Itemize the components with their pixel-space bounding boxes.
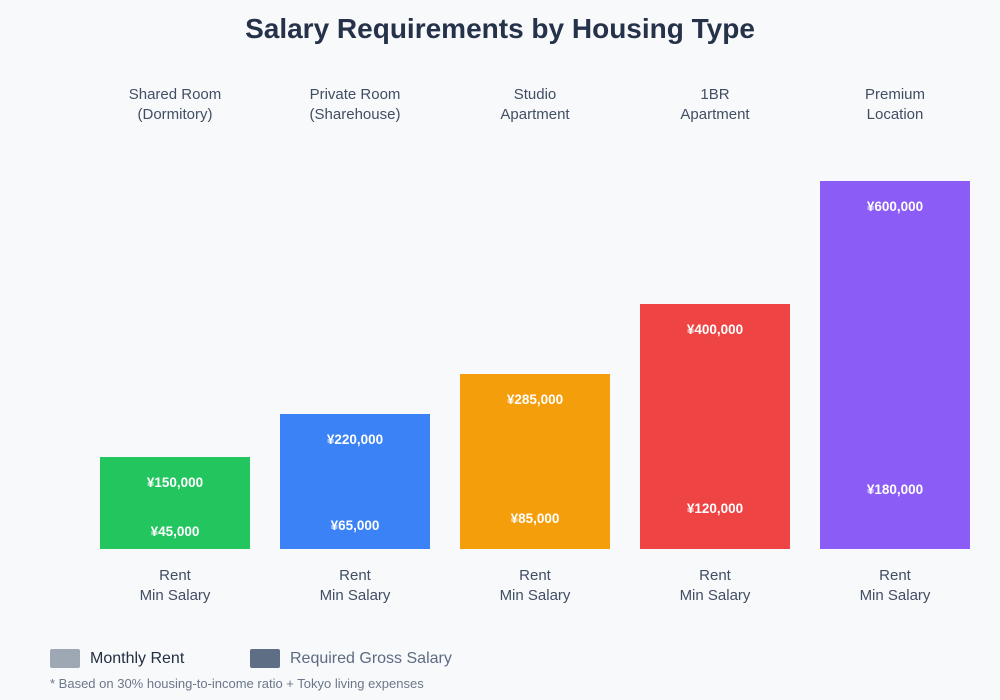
bar-footer-rent: Rent [339, 567, 371, 584]
bar-salary-label: ¥600,000 [866, 199, 924, 214]
bar-footer-rent: Rent [519, 567, 551, 584]
bar-rent-label: ¥85,000 [510, 511, 560, 527]
stacked-bar: ¥285,000 ¥85,000 [460, 374, 610, 549]
bar-footer-label: Rent Min Salary [810, 566, 980, 606]
legend-label-monthly-rent: Monthly Rent [90, 649, 185, 667]
bar-footer-label: Rent Min Salary [90, 566, 260, 606]
required-gross-salary-swatch [250, 649, 280, 668]
bar-salary-label: ¥220,000 [326, 432, 384, 448]
column-header-line1: Private Room [309, 86, 401, 103]
bar-rent-label: ¥120,000 [686, 500, 744, 516]
column-header: 1BR Apartment [630, 85, 800, 125]
bar-footer-label: Rent Min Salary [630, 566, 800, 606]
column-header: Studio Apartment [450, 85, 620, 125]
column-header: Premium Location [810, 85, 980, 125]
column-header: Private Room (Sharehouse) [270, 85, 440, 125]
bar-footer-label: Rent Min Salary [450, 566, 620, 606]
bar-rent-label: ¥65,000 [330, 517, 380, 533]
bar-salary-label: ¥285,000 [506, 392, 564, 408]
monthly-rent-swatch [50, 649, 80, 668]
column-header-line2: (Dormitory) [137, 106, 213, 123]
bar-salary-label: ¥150,000 [146, 475, 204, 490]
bar-footer-min-salary: Min Salary [139, 587, 211, 604]
stacked-bar: ¥220,000 ¥65,000 [280, 414, 430, 549]
column-header-line1: 1BR [700, 86, 730, 103]
bar-footer-rent: Rent [159, 567, 191, 584]
column-header-line1: Premium [864, 86, 925, 103]
legend-item-monthly-rent: Monthly Rent [50, 649, 184, 668]
bar-footer-min-salary: Min Salary [499, 587, 571, 604]
column-header-line2: Apartment [500, 106, 570, 123]
legend-item-required-gross-salary: Required Gross Salary [250, 649, 452, 668]
column-header-line2: Location [866, 106, 924, 123]
bar-footer-min-salary: Min Salary [859, 587, 931, 604]
bar-footer-label: Rent Min Salary [270, 566, 440, 606]
chart-footnote: * Based on 30% housing-to-income ratio +… [50, 676, 424, 691]
chart-title: Salary Requirements by Housing Type [245, 13, 755, 44]
column-header-line1: Studio [513, 86, 557, 103]
bar-footer-rent: Rent [699, 567, 731, 584]
legend-label-required-gross-salary: Required Gross Salary [290, 649, 452, 667]
column-header-line1: Shared Room [128, 86, 222, 103]
bar-footer-rent: Rent [879, 567, 911, 584]
bar-footer-min-salary: Min Salary [679, 587, 751, 604]
bar-salary-label: ¥400,000 [686, 321, 744, 337]
stacked-bar: ¥600,000 ¥180,000 [820, 181, 970, 549]
stacked-bar: ¥150,000 ¥45,000 [100, 457, 250, 549]
bar-rent-label: ¥180,000 [866, 482, 924, 498]
bar-rent-label: ¥45,000 [150, 523, 200, 539]
column-header: Shared Room (Dormitory) [90, 85, 260, 125]
column-header-line2: Apartment [680, 106, 750, 123]
stacked-bar: ¥400,000 ¥120,000 [640, 303, 790, 549]
bar-footer-min-salary: Min Salary [319, 587, 391, 604]
column-header-line2: (Sharehouse) [309, 106, 401, 123]
